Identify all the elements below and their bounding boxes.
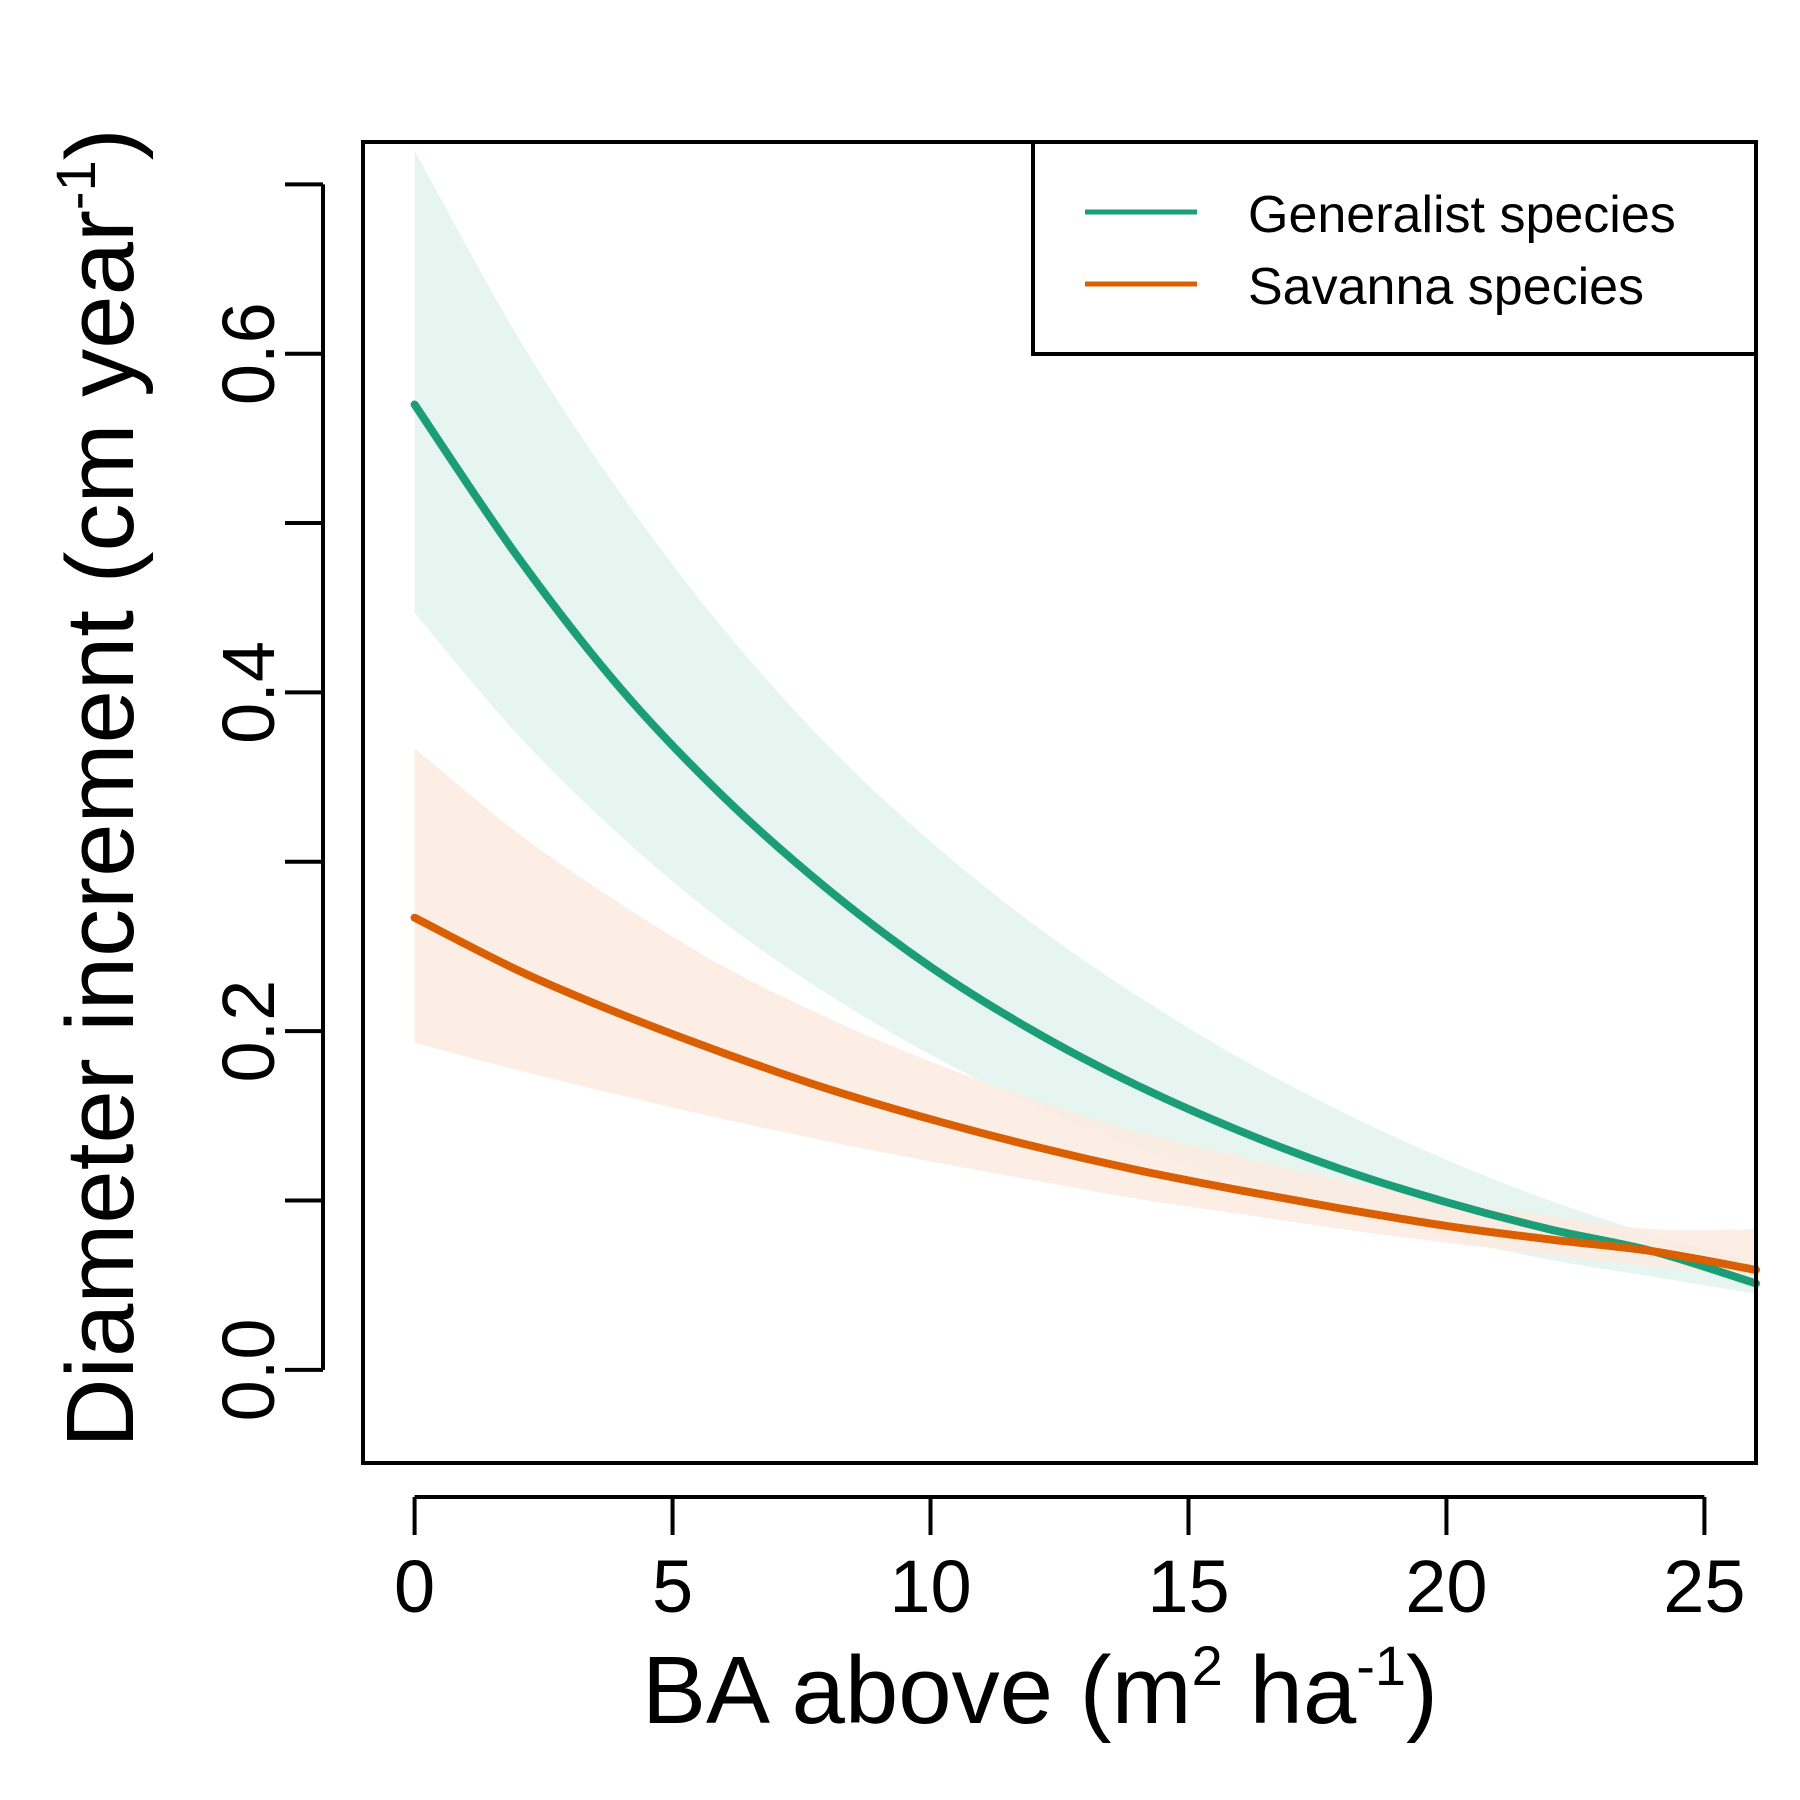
y-tick-label: 0.4	[207, 641, 290, 744]
legend-label-generalist: Generalist species	[1248, 186, 1676, 244]
series-lines	[410, 400, 1760, 1288]
series-line-savanna	[410, 913, 1760, 1274]
legend: Generalist species Savanna species	[1031, 140, 1758, 356]
y-tick-label: 0.2	[207, 980, 290, 1083]
series-line-generalist	[410, 400, 1760, 1288]
y-axis-label: Diameter increment (cm year-1)	[44, 128, 154, 1447]
x-axis: 0 5 10 15 20 25	[394, 1495, 1746, 1628]
x-tick-label: 20	[1405, 1545, 1487, 1628]
x-tick-label: 0	[394, 1545, 435, 1628]
x-axis-label: BA above (m2 ha-1)	[642, 1634, 1438, 1744]
y-axis: 0.0 0.2 0.4 0.6	[207, 182, 325, 1421]
confidence-band-generalist	[414, 150, 1757, 1294]
x-tick-label: 10	[889, 1545, 971, 1628]
legend-label-savanna: Savanna species	[1248, 258, 1644, 316]
y-tick-label: 0.6	[207, 302, 290, 405]
confidence-band-savanna	[414, 748, 1757, 1277]
y-tick-label: 0.0	[207, 1318, 290, 1421]
x-tick-label: 15	[1147, 1545, 1229, 1628]
x-tick-label: 5	[652, 1545, 693, 1628]
confidence-bands	[414, 150, 1757, 1294]
legend-box	[1031, 140, 1758, 356]
x-tick-label: 25	[1663, 1545, 1745, 1628]
